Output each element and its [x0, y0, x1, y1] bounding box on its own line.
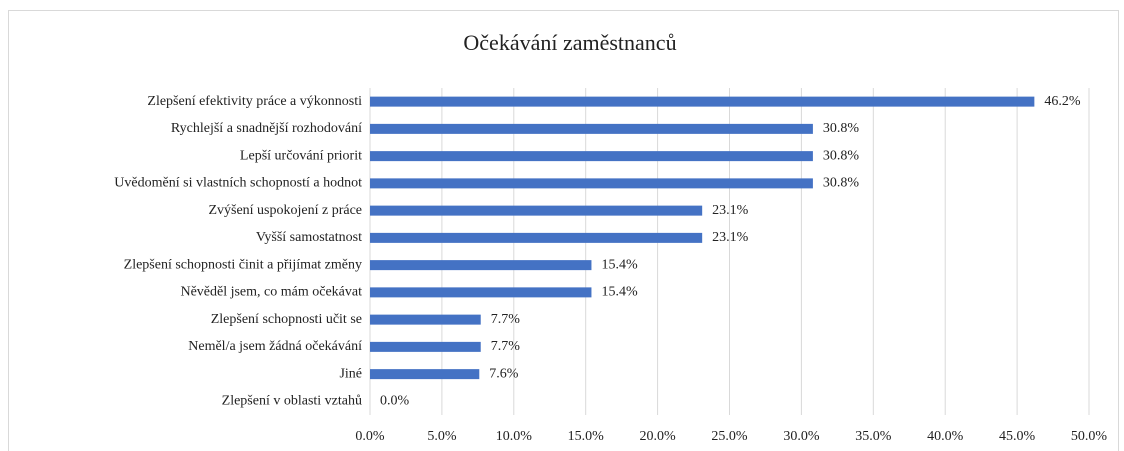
- x-tick-label: 0.0%: [355, 429, 385, 444]
- y-tick-label: Zlepšení schopnosti učit se: [211, 312, 362, 327]
- value-label: 23.1%: [712, 230, 749, 245]
- x-tick-label: 35.0%: [855, 429, 892, 444]
- value-label: 30.8%: [823, 176, 860, 191]
- value-label: 7.6%: [489, 366, 518, 381]
- value-label: 7.7%: [491, 339, 521, 354]
- y-tick-label: Neměl/a jsem žádná očekávání: [188, 339, 362, 354]
- bar: [370, 260, 592, 271]
- bar: [370, 232, 703, 243]
- value-label: 15.4%: [601, 285, 638, 300]
- y-tick-label: Vyšší samostatnost: [256, 230, 362, 245]
- x-tick-label: 45.0%: [999, 429, 1036, 444]
- bar: [370, 123, 813, 134]
- y-tick-label: Něvěděl jsem, co mám očekávat: [180, 285, 362, 300]
- y-tick-label: Zlepšení v oblasti vztahů: [222, 394, 362, 409]
- y-tick-label: Lepší určování priorit: [240, 148, 362, 163]
- y-tick-label: Zlepšení schopnosti činit a přijímat změ…: [124, 257, 362, 272]
- x-tick-label: 50.0%: [1071, 429, 1108, 444]
- value-label: 30.8%: [823, 121, 860, 136]
- y-tick-label: Rychlejší a snadnější rozhodování: [171, 121, 362, 136]
- x-tick-label: 5.0%: [427, 429, 457, 444]
- y-tick-label: Zvýšení uspokojení z práce: [208, 203, 362, 218]
- bar: [370, 205, 703, 216]
- x-tick-label: 20.0%: [640, 429, 677, 444]
- value-label: 0.0%: [380, 394, 410, 409]
- bar: [370, 287, 592, 298]
- y-tick-label: Zlepšení efektivity práce a výkonnosti: [147, 94, 362, 109]
- bar: [370, 369, 480, 380]
- bar: [370, 314, 481, 325]
- value-label: 23.1%: [712, 203, 749, 218]
- chart-title: Očekávání zaměstnanců: [463, 30, 676, 55]
- value-label: 30.8%: [823, 148, 860, 163]
- value-label: 46.2%: [1044, 94, 1081, 109]
- value-label: 7.7%: [491, 312, 521, 327]
- chart-frame: [8, 10, 1119, 451]
- x-tick-label: 10.0%: [496, 429, 533, 444]
- bar: [370, 96, 1035, 107]
- x-tick-label: 25.0%: [711, 429, 748, 444]
- x-tick-label: 30.0%: [783, 429, 820, 444]
- y-tick-label: Uvědomění si vlastních schopností a hodn…: [114, 176, 362, 191]
- bar: [370, 341, 481, 352]
- x-tick-label: 40.0%: [927, 429, 964, 444]
- bar: [370, 151, 813, 162]
- x-tick-label: 15.0%: [568, 429, 605, 444]
- bar: [370, 178, 813, 189]
- y-tick-label: Jiné: [339, 366, 362, 381]
- value-label: 15.4%: [601, 257, 638, 272]
